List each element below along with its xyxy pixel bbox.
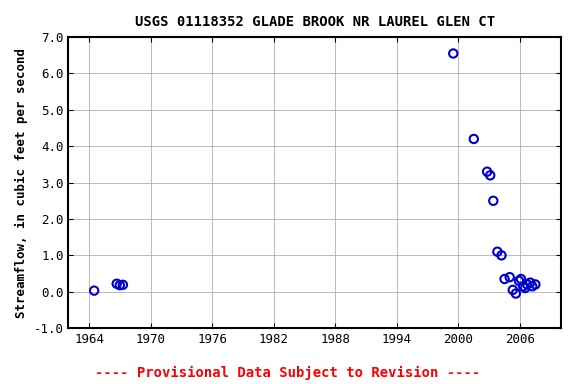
Text: ---- Provisional Data Subject to Revision ----: ---- Provisional Data Subject to Revisio… <box>96 366 480 380</box>
Point <box>522 281 532 288</box>
Point <box>528 283 537 289</box>
Point <box>505 274 514 280</box>
Point <box>89 288 98 294</box>
Point <box>115 282 124 288</box>
Point <box>526 280 535 286</box>
Point <box>516 276 525 282</box>
Point <box>500 276 509 282</box>
Point <box>521 285 530 291</box>
Point <box>493 249 502 255</box>
Point <box>530 281 540 288</box>
Point <box>511 290 521 296</box>
Point <box>514 278 524 284</box>
Point <box>488 198 498 204</box>
Title: USGS 01118352 GLADE BROOK NR LAUREL GLEN CT: USGS 01118352 GLADE BROOK NR LAUREL GLEN… <box>135 15 495 29</box>
Point <box>497 252 506 258</box>
Point <box>449 50 458 56</box>
Point <box>112 281 122 287</box>
Point <box>483 169 492 175</box>
Y-axis label: Streamflow, in cubic feet per second: Streamflow, in cubic feet per second <box>15 48 28 318</box>
Point <box>469 136 479 142</box>
Point <box>118 282 127 288</box>
Point <box>508 287 517 293</box>
Point <box>486 172 495 179</box>
Point <box>518 283 528 289</box>
